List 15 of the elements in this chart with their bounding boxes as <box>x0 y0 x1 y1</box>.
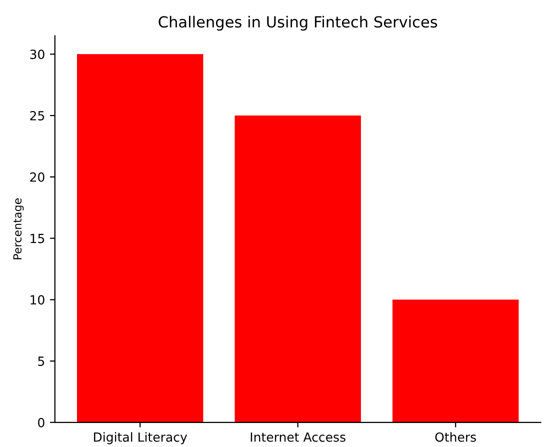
y-tick-label: 20 <box>30 172 44 182</box>
bar <box>234 116 361 422</box>
bar <box>392 300 519 422</box>
x-tick-label: Digital Literacy <box>94 432 188 444</box>
y-tick-label: 5 <box>38 356 44 366</box>
y-tick-label: 10 <box>30 295 44 305</box>
y-tick-label: 30 <box>30 50 44 60</box>
x-tick-label: Internet Access <box>250 432 346 442</box>
y-tick-label: 25 <box>30 111 44 120</box>
y-tick-label: 15 <box>30 234 44 244</box>
y-tick-label: 0 <box>38 418 44 428</box>
x-tick-label: Others <box>435 432 476 442</box>
bar <box>76 54 204 422</box>
y-axis-title: Percentage <box>13 198 24 260</box>
chart-title: Challenges in Using Fintech Services <box>158 16 438 31</box>
